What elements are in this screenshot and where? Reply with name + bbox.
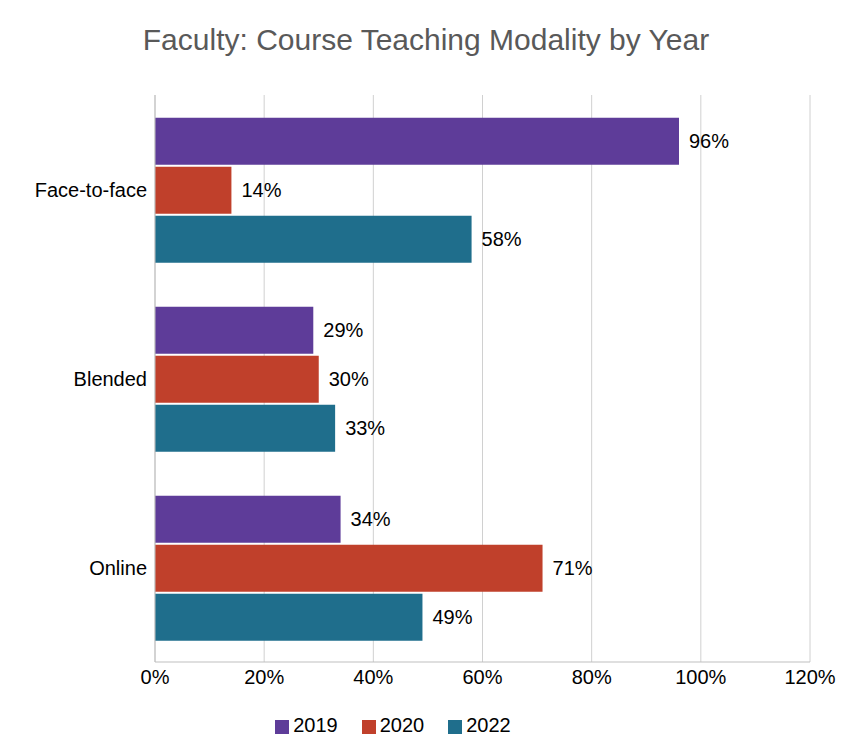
svg-text:71%: 71%: [553, 557, 593, 579]
html-text:2020: 2020: [379, 714, 425, 736]
svg-text:58%: 58%: [482, 228, 522, 250]
html-text:2022: 2022: [466, 714, 511, 736]
svg-text:60%: 60%: [462, 666, 502, 688]
svg-text:100%: 100%: [675, 666, 726, 688]
svg-text:20%: 20%: [244, 666, 284, 688]
svg-text:Online: Online: [89, 557, 147, 579]
svg-text:29%: 29%: [323, 319, 363, 341]
svg-text:30%: 30%: [329, 368, 369, 390]
svg-text:120%: 120%: [784, 666, 835, 688]
svg-text:40%: 40%: [353, 666, 393, 688]
svg-text:0%: 0%: [141, 666, 170, 688]
svg-text:33%: 33%: [345, 417, 385, 439]
svg-text:14%: 14%: [241, 179, 281, 201]
svg-text:96%: 96%: [689, 130, 729, 152]
svg-text:34%: 34%: [351, 508, 391, 530]
svg-text:49%: 49%: [432, 606, 472, 628]
html-text:Faculty: Course Teaching Modal: Faculty: Course Teaching Modality by Yea…: [142, 23, 710, 56]
svg-text:Face-to-face: Face-to-face: [35, 179, 147, 201]
html-text:2019: 2019: [293, 714, 338, 736]
svg-text:80%: 80%: [572, 666, 612, 688]
svg-text:Blended: Blended: [74, 368, 147, 390]
